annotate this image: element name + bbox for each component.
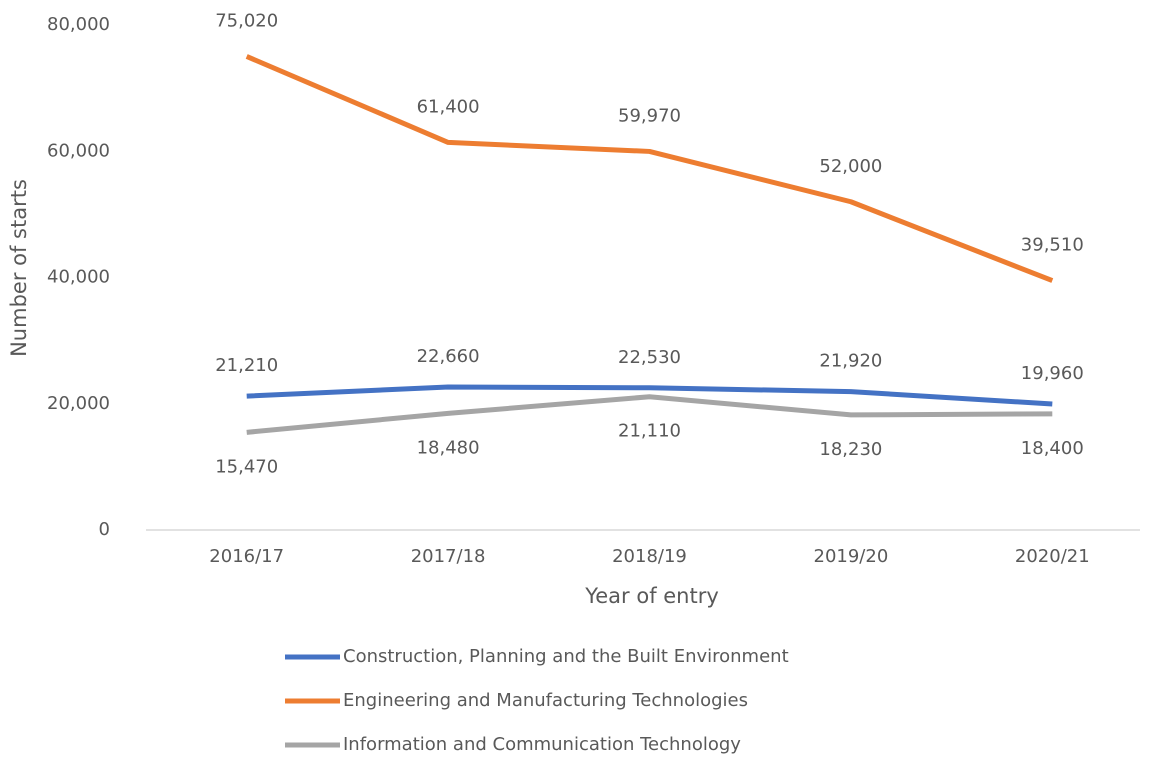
data-label: 18,480 — [417, 437, 480, 458]
data-label: 22,660 — [417, 346, 480, 367]
data-label: 15,470 — [215, 456, 278, 477]
series-line — [246, 384, 1053, 407]
data-label: 21,110 — [618, 421, 681, 442]
legend-label: Information and Communication Technology — [343, 734, 741, 755]
data-label: 18,230 — [819, 439, 882, 460]
x-axis-label: Year of entry — [584, 584, 719, 608]
data-label: 39,510 — [1021, 235, 1084, 256]
y-tick-label: 40,000 — [47, 267, 110, 288]
x-tick-label: 2016/17 — [209, 546, 284, 567]
x-tick-label: 2017/18 — [411, 546, 486, 567]
x-tick-label: 2020/21 — [1015, 546, 1090, 567]
y-tick-label: 60,000 — [47, 140, 110, 161]
legend-label: Engineering and Manufacturing Technologi… — [343, 690, 748, 711]
data-label: 21,210 — [215, 355, 278, 376]
data-label: 61,400 — [417, 96, 480, 117]
x-tick-label: 2018/19 — [612, 546, 687, 567]
series-line — [246, 394, 1053, 435]
legend-label: Construction, Planning and the Built Env… — [343, 646, 789, 667]
data-label: 21,920 — [819, 351, 882, 372]
data-label: 18,400 — [1021, 438, 1084, 459]
y-tick-label: 20,000 — [47, 393, 110, 414]
data-label: 22,530 — [618, 347, 681, 368]
y-axis-label: Number of starts — [7, 179, 31, 357]
data-label: 52,000 — [819, 156, 882, 177]
x-tick-label: 2019/20 — [814, 546, 889, 567]
data-label: 75,020 — [215, 10, 278, 31]
data-label: 59,970 — [618, 105, 681, 126]
series-line — [245, 54, 1054, 283]
y-tick-label: 0 — [99, 519, 110, 540]
data-label: 19,960 — [1021, 363, 1084, 384]
y-tick-label: 80,000 — [47, 14, 110, 35]
